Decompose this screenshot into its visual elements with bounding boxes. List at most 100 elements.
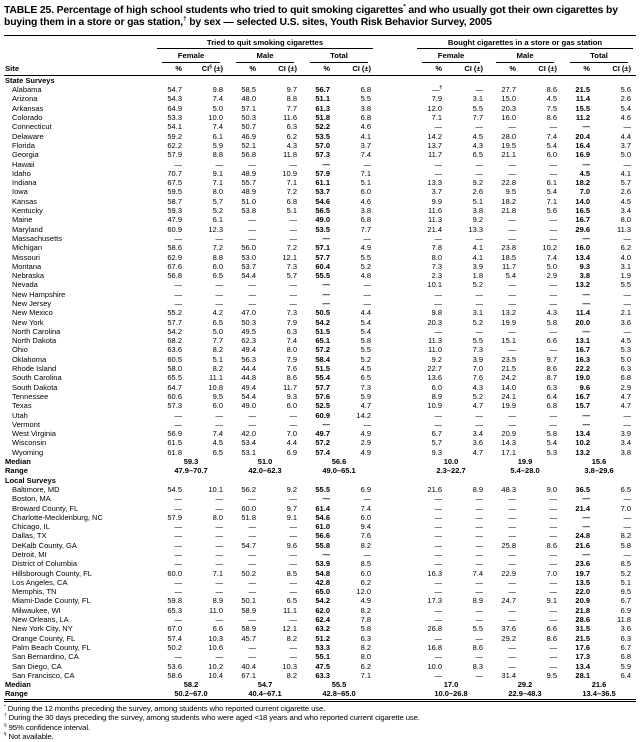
value-cell: 9.8 [212,85,223,95]
table-row: San Francisco, CA 58.6 10.4 67.1 8.2 63.3 7.1 —… [4,671,636,680]
value-cell: 4.5 [212,438,223,448]
table-row: Memphis, TN — — — — 65.0 12.0 — — — — 22.0 9.5 [4,587,636,596]
site-cell: Kentucky [12,206,43,216]
value-cell: — [508,298,517,308]
value-cell: 6.8 [546,401,558,411]
range-label: Range [5,466,28,476]
table-row: Michigan 58.6 7.2 56.0 7.2 57.1 4.9 7.8 4.1 23.8 1… [4,243,636,252]
value-cell: — [289,410,298,420]
value-cell: — [289,298,298,308]
value-cell: — [508,512,517,522]
value-cell: 7.9 [431,94,443,104]
value-cell: 3.8 [360,103,372,113]
value-cell: 6.1 [546,178,558,188]
value-cell: — [549,642,558,652]
value-cell: 13.4 [575,252,591,262]
table-row: Colorado 53.3 10.0 50.3 11.6 51.8 6.8 7.1 7.7 16.… [4,113,636,122]
value-cell: 17.6 [575,642,591,652]
value-cell: 3.4 [620,438,632,448]
value-cell: 4.7 [472,401,484,411]
value-cell: 5.1 [286,206,297,216]
value-cell: — [434,233,443,243]
value-cell: — [289,522,298,532]
value-cell: 6.3 [620,633,632,643]
site-cell: Connecticut [12,122,52,132]
value-cell: — [289,652,298,662]
value-cell: 6.5 [620,484,632,494]
value-cell: 4.2 [212,308,223,318]
value-cell: — [623,410,632,420]
site-cell: Milwaukee, WI [12,605,61,615]
value-cell: 5.5 [472,103,484,113]
value-cell: 20.3 [501,103,517,113]
value-cell: 8.6 [546,540,558,550]
value-cell: 50.2 [167,642,182,652]
value-cell: 11.3 [427,215,443,225]
value-cell: — [475,168,484,178]
value-cell: 47.5 [315,661,330,671]
value-cell: 5.6 [620,85,632,95]
value-cell: 8.8 [212,252,223,262]
value-cell: 8.5 [620,559,632,569]
value-cell: 57.4 [315,447,330,457]
value-cell: 55.1 [315,652,330,662]
value-cell: — [322,159,331,169]
value-cell: 53.9 [315,559,330,569]
value-cell: — [508,326,517,336]
value-cell: 4.9 [360,429,372,439]
value-cell: 67.0 [167,624,182,634]
column-header: % [228,62,265,76]
value-cell: 5.5 [360,252,372,262]
value-cell: 54.6 [315,196,330,206]
table-row: Boston, MA — — — — — — — — — — — — [4,494,636,503]
value-cell: 57.2 [315,438,330,448]
value-cell: 10.0 [208,113,223,123]
value-cell: — [174,587,183,597]
value-cell: 7.1 [212,178,223,188]
value-cell: — [248,215,257,225]
value-cell: 4.5 [620,196,632,206]
value-cell: — [582,159,591,169]
value-cell: 18.5 [501,252,517,262]
value-cell: — [174,615,183,625]
value-cell: — [475,540,484,550]
value-cell: — [508,289,517,299]
median-value: 51.0 [257,457,273,467]
value-cell: 3.4 [620,206,632,216]
value-cell: 54.7 [167,85,182,95]
value-cell: 4.7 [620,401,632,411]
value-cell: — [549,410,558,420]
value-cell: 5.4 [505,271,517,281]
table-row: Kentucky 59.3 5.2 53.8 5.1 56.5 3.8 11.6 3.8 21.8… [4,206,636,215]
value-cell: 9.7 [286,85,297,95]
section-header: State Surveys [5,75,55,85]
site-cell: Nevada [12,280,38,290]
value-cell: 14.3 [501,438,517,448]
value-cell: 7.1 [212,568,223,578]
value-cell: 7.4 [286,336,297,346]
value-cell: 50.5 [315,308,330,318]
value-cell: 23.8 [501,243,517,253]
value-cell: 3.8 [579,271,591,281]
value-cell: 6.0 [431,382,443,392]
value-cell: 9.7 [286,503,297,513]
value-cell: 5.2 [472,317,484,327]
value-cell: 6.7 [620,596,632,606]
value-cell: 4.3 [286,140,297,150]
value-cell: 9.1 [546,596,558,606]
value-cell: 6.5 [212,271,223,281]
value-cell: 8.6 [286,373,297,383]
value-cell: 6.3 [286,326,297,336]
value-cell: 11.8 [282,150,297,160]
value-cell: 14.0 [575,196,591,206]
value-cell: 8.0 [620,215,632,225]
value-cell: — [582,233,591,243]
value-cell: — [623,512,632,522]
sex-header: Male [496,49,555,63]
value-cell: 2.9 [620,382,632,392]
value-cell: — [582,419,591,429]
value-cell: 17.3 [575,652,591,662]
value-cell: 29.6 [575,224,591,234]
value-cell: — [174,289,183,299]
value-cell: 18.2 [501,196,517,206]
